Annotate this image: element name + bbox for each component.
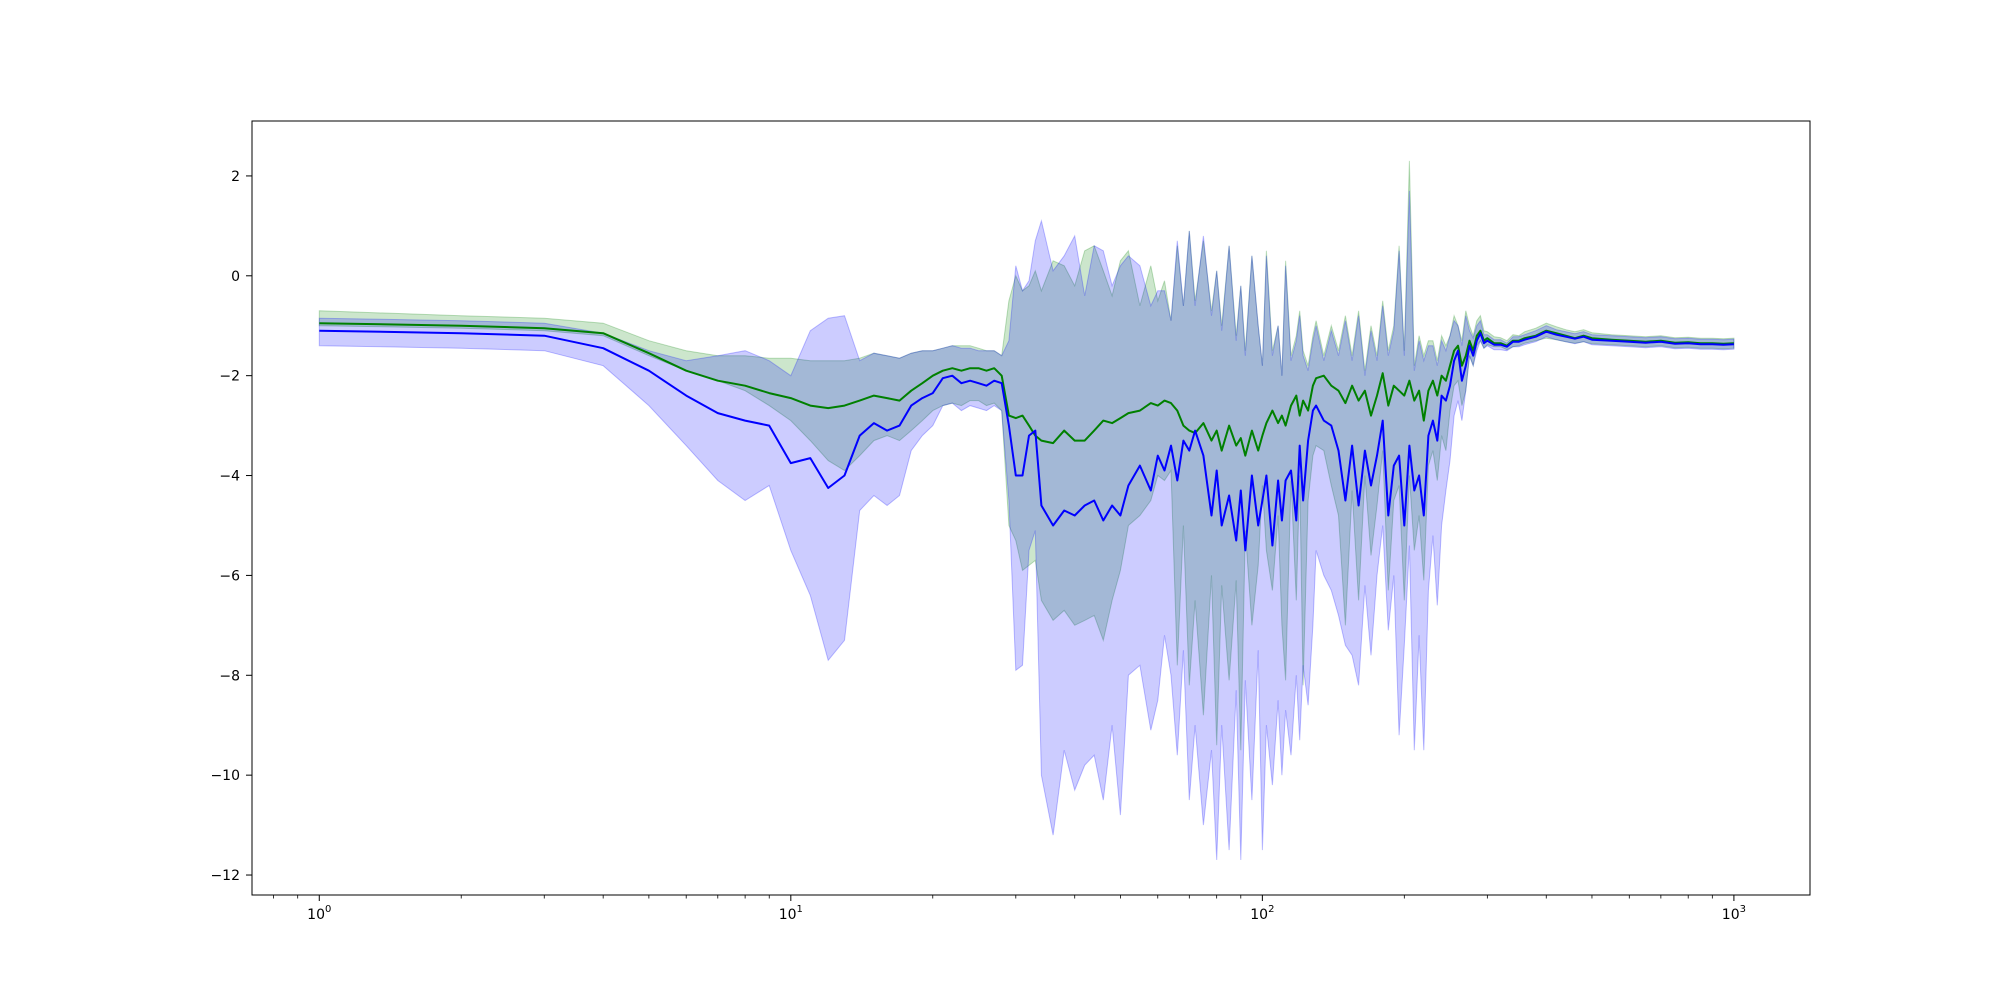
y-tick-label-3: −4 [219,469,240,485]
y-tick-label-4: −6 [219,568,240,584]
series-2-line [319,329,1734,552]
y-tick-label-2: −2 [219,369,240,385]
x-tick-label-1: 101 [779,904,803,923]
series-1-line [319,322,1734,457]
x-axis: 100 101 102 103 [273,895,1746,923]
x-tick-label-0: 100 [307,904,331,923]
plot-area-frame [251,120,1811,896]
y-tick-label-0: 2 [231,169,240,185]
y-axis: 2 0 −2 −4 −6 −8 −10 −12 [210,169,252,884]
y-tick-label-6: −10 [210,768,240,784]
series-2-band [318,190,1735,861]
series-lines [319,322,1734,552]
x-tick-label-3: 103 [1722,904,1746,923]
x-tick-label-2: 102 [1250,904,1274,923]
y-tick-label-7: −12 [210,868,240,884]
y-tick-label-1: 0 [231,269,240,285]
y-tick-label-5: −8 [219,668,240,684]
